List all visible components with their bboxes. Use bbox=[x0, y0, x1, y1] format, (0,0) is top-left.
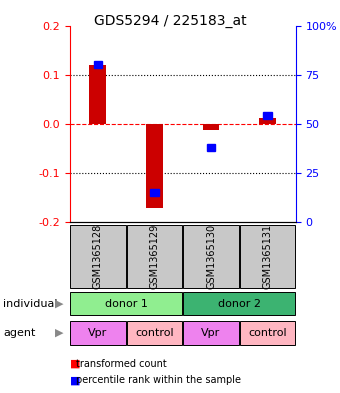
Bar bbox=[127, 321, 182, 345]
Text: percentile rank within the sample: percentile rank within the sample bbox=[76, 375, 241, 386]
Bar bbox=[89, 65, 106, 124]
Bar bbox=[240, 321, 295, 345]
Text: ▶: ▶ bbox=[55, 328, 64, 338]
Bar bbox=[150, 189, 159, 196]
Text: ▶: ▶ bbox=[55, 299, 64, 309]
Bar bbox=[203, 124, 220, 130]
Text: donor 1: donor 1 bbox=[105, 299, 148, 309]
Text: transformed count: transformed count bbox=[76, 358, 167, 369]
Bar bbox=[127, 225, 182, 288]
Bar bbox=[94, 61, 102, 68]
Text: donor 2: donor 2 bbox=[218, 299, 261, 309]
Text: Vpr: Vpr bbox=[88, 328, 107, 338]
Bar bbox=[70, 321, 126, 345]
Text: control: control bbox=[135, 328, 174, 338]
Bar bbox=[146, 124, 163, 208]
Bar bbox=[70, 292, 182, 315]
Text: GSM1365128: GSM1365128 bbox=[93, 224, 103, 289]
Text: ■: ■ bbox=[70, 358, 80, 369]
Bar bbox=[183, 321, 239, 345]
Text: Vpr: Vpr bbox=[201, 328, 221, 338]
Text: GSM1365130: GSM1365130 bbox=[206, 224, 216, 289]
Text: GDS5294 / 225183_at: GDS5294 / 225183_at bbox=[94, 14, 246, 28]
Text: ■: ■ bbox=[70, 375, 80, 386]
Text: individual: individual bbox=[3, 299, 58, 309]
Bar bbox=[263, 112, 272, 119]
Bar bbox=[240, 225, 295, 288]
Text: agent: agent bbox=[3, 328, 36, 338]
Bar bbox=[183, 292, 295, 315]
Bar bbox=[207, 144, 215, 151]
Text: GSM1365131: GSM1365131 bbox=[262, 224, 273, 289]
Bar bbox=[259, 118, 276, 124]
Bar bbox=[183, 225, 239, 288]
Text: control: control bbox=[248, 328, 287, 338]
Bar bbox=[70, 225, 126, 288]
Text: GSM1365129: GSM1365129 bbox=[150, 224, 159, 289]
